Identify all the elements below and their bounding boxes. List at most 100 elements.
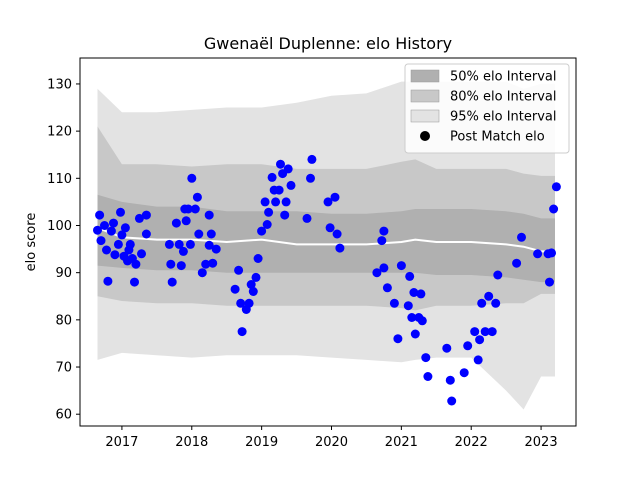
data-point — [549, 204, 559, 214]
legend-entry-50-swatch — [410, 69, 440, 83]
data-point — [237, 327, 247, 337]
data-point — [166, 259, 176, 269]
data-point — [407, 313, 417, 322]
data-point — [276, 159, 285, 169]
x-tick-label: 2018 — [175, 435, 208, 450]
y-tick-label: 120 — [47, 125, 72, 140]
mean-elo-line — [97, 226, 555, 253]
x-tick-label: 2023 — [525, 435, 558, 450]
data-point — [442, 343, 452, 353]
data-point — [183, 204, 193, 214]
data-point — [423, 372, 433, 381]
data-point — [484, 291, 494, 301]
mean-line-path — [97, 226, 555, 253]
legend-entry-95-swatch — [410, 109, 440, 123]
data-point — [545, 277, 554, 287]
legend-entry-points-marker — [420, 131, 430, 141]
data-point — [253, 254, 263, 263]
y-tick-label: 70 — [55, 361, 72, 376]
data-point — [280, 210, 290, 220]
data-point — [493, 270, 503, 280]
legend-entry-50-label: 50% elo Interval — [450, 70, 557, 85]
y-tick-label: 90 — [55, 266, 72, 281]
legend-entry-80-label: 80% elo Interval — [450, 90, 557, 105]
data-point — [230, 284, 240, 294]
data-point — [264, 207, 274, 217]
data-point — [302, 213, 312, 223]
data-point — [274, 185, 284, 195]
data-point — [113, 239, 123, 249]
data-point — [262, 220, 272, 229]
y-axis-label: elo score — [24, 213, 39, 272]
data-point — [470, 327, 480, 337]
data-point — [307, 154, 317, 164]
data-point — [246, 280, 256, 289]
data-point — [377, 236, 387, 246]
axes-frame — [79, 57, 577, 427]
data-point — [283, 164, 293, 174]
data-point — [459, 368, 469, 378]
data-point — [281, 197, 291, 207]
data-point — [208, 258, 218, 268]
data-point — [379, 263, 389, 273]
data-point — [167, 277, 177, 287]
data-point — [100, 221, 109, 230]
data-point — [197, 268, 207, 278]
data-point — [110, 250, 120, 260]
data-point — [141, 229, 151, 239]
y-tick-label: 110 — [47, 172, 72, 187]
data-point — [332, 229, 342, 239]
data-point — [421, 353, 431, 363]
data-point — [131, 259, 141, 269]
legend-box — [404, 63, 570, 154]
y-tick-label: 100 — [47, 219, 72, 234]
y-tick-label: 130 — [47, 77, 72, 92]
data-point — [330, 192, 340, 202]
data-point — [382, 283, 392, 293]
data-point — [204, 240, 214, 250]
data-point — [325, 223, 335, 233]
data-point — [181, 216, 191, 226]
data-point — [192, 192, 202, 202]
post-match-points — [93, 154, 561, 406]
y-axis-ticks: 60 70 80 90 100 110 120 130 — [47, 77, 80, 423]
data-point — [267, 172, 277, 182]
data-point — [176, 261, 186, 271]
data-point — [187, 173, 197, 183]
data-point — [417, 316, 427, 326]
data-point — [487, 327, 497, 337]
data-point — [178, 246, 188, 256]
data-point — [257, 226, 267, 236]
data-point — [141, 210, 151, 220]
data-point — [171, 218, 181, 228]
plot-area — [93, 81, 561, 410]
data-point — [447, 396, 457, 406]
data-point — [409, 288, 419, 297]
data-point — [130, 277, 139, 287]
y-tick-label: 80 — [55, 313, 72, 328]
data-point — [211, 244, 221, 254]
data-point — [102, 245, 111, 255]
x-tick-label: 2017 — [105, 435, 138, 450]
data-point — [372, 268, 382, 278]
x-tick-label: 2022 — [455, 435, 488, 450]
data-point — [234, 265, 244, 275]
data-point — [403, 301, 413, 311]
data-point — [551, 182, 561, 192]
data-point — [477, 298, 487, 308]
data-point — [194, 229, 204, 239]
x-axis-ticks: 2017 2018 2019 2020 2021 2022 2023 — [105, 426, 558, 450]
data-point — [445, 375, 455, 385]
legend-entry-80-swatch — [410, 89, 440, 103]
data-point — [533, 249, 543, 259]
data-point — [251, 272, 261, 282]
data-point — [174, 239, 184, 249]
data-point — [491, 298, 501, 308]
data-point — [109, 218, 118, 228]
data-point — [206, 229, 216, 239]
data-point — [93, 225, 102, 235]
data-point — [201, 259, 211, 269]
data-point — [103, 276, 113, 286]
data-point — [306, 173, 315, 183]
